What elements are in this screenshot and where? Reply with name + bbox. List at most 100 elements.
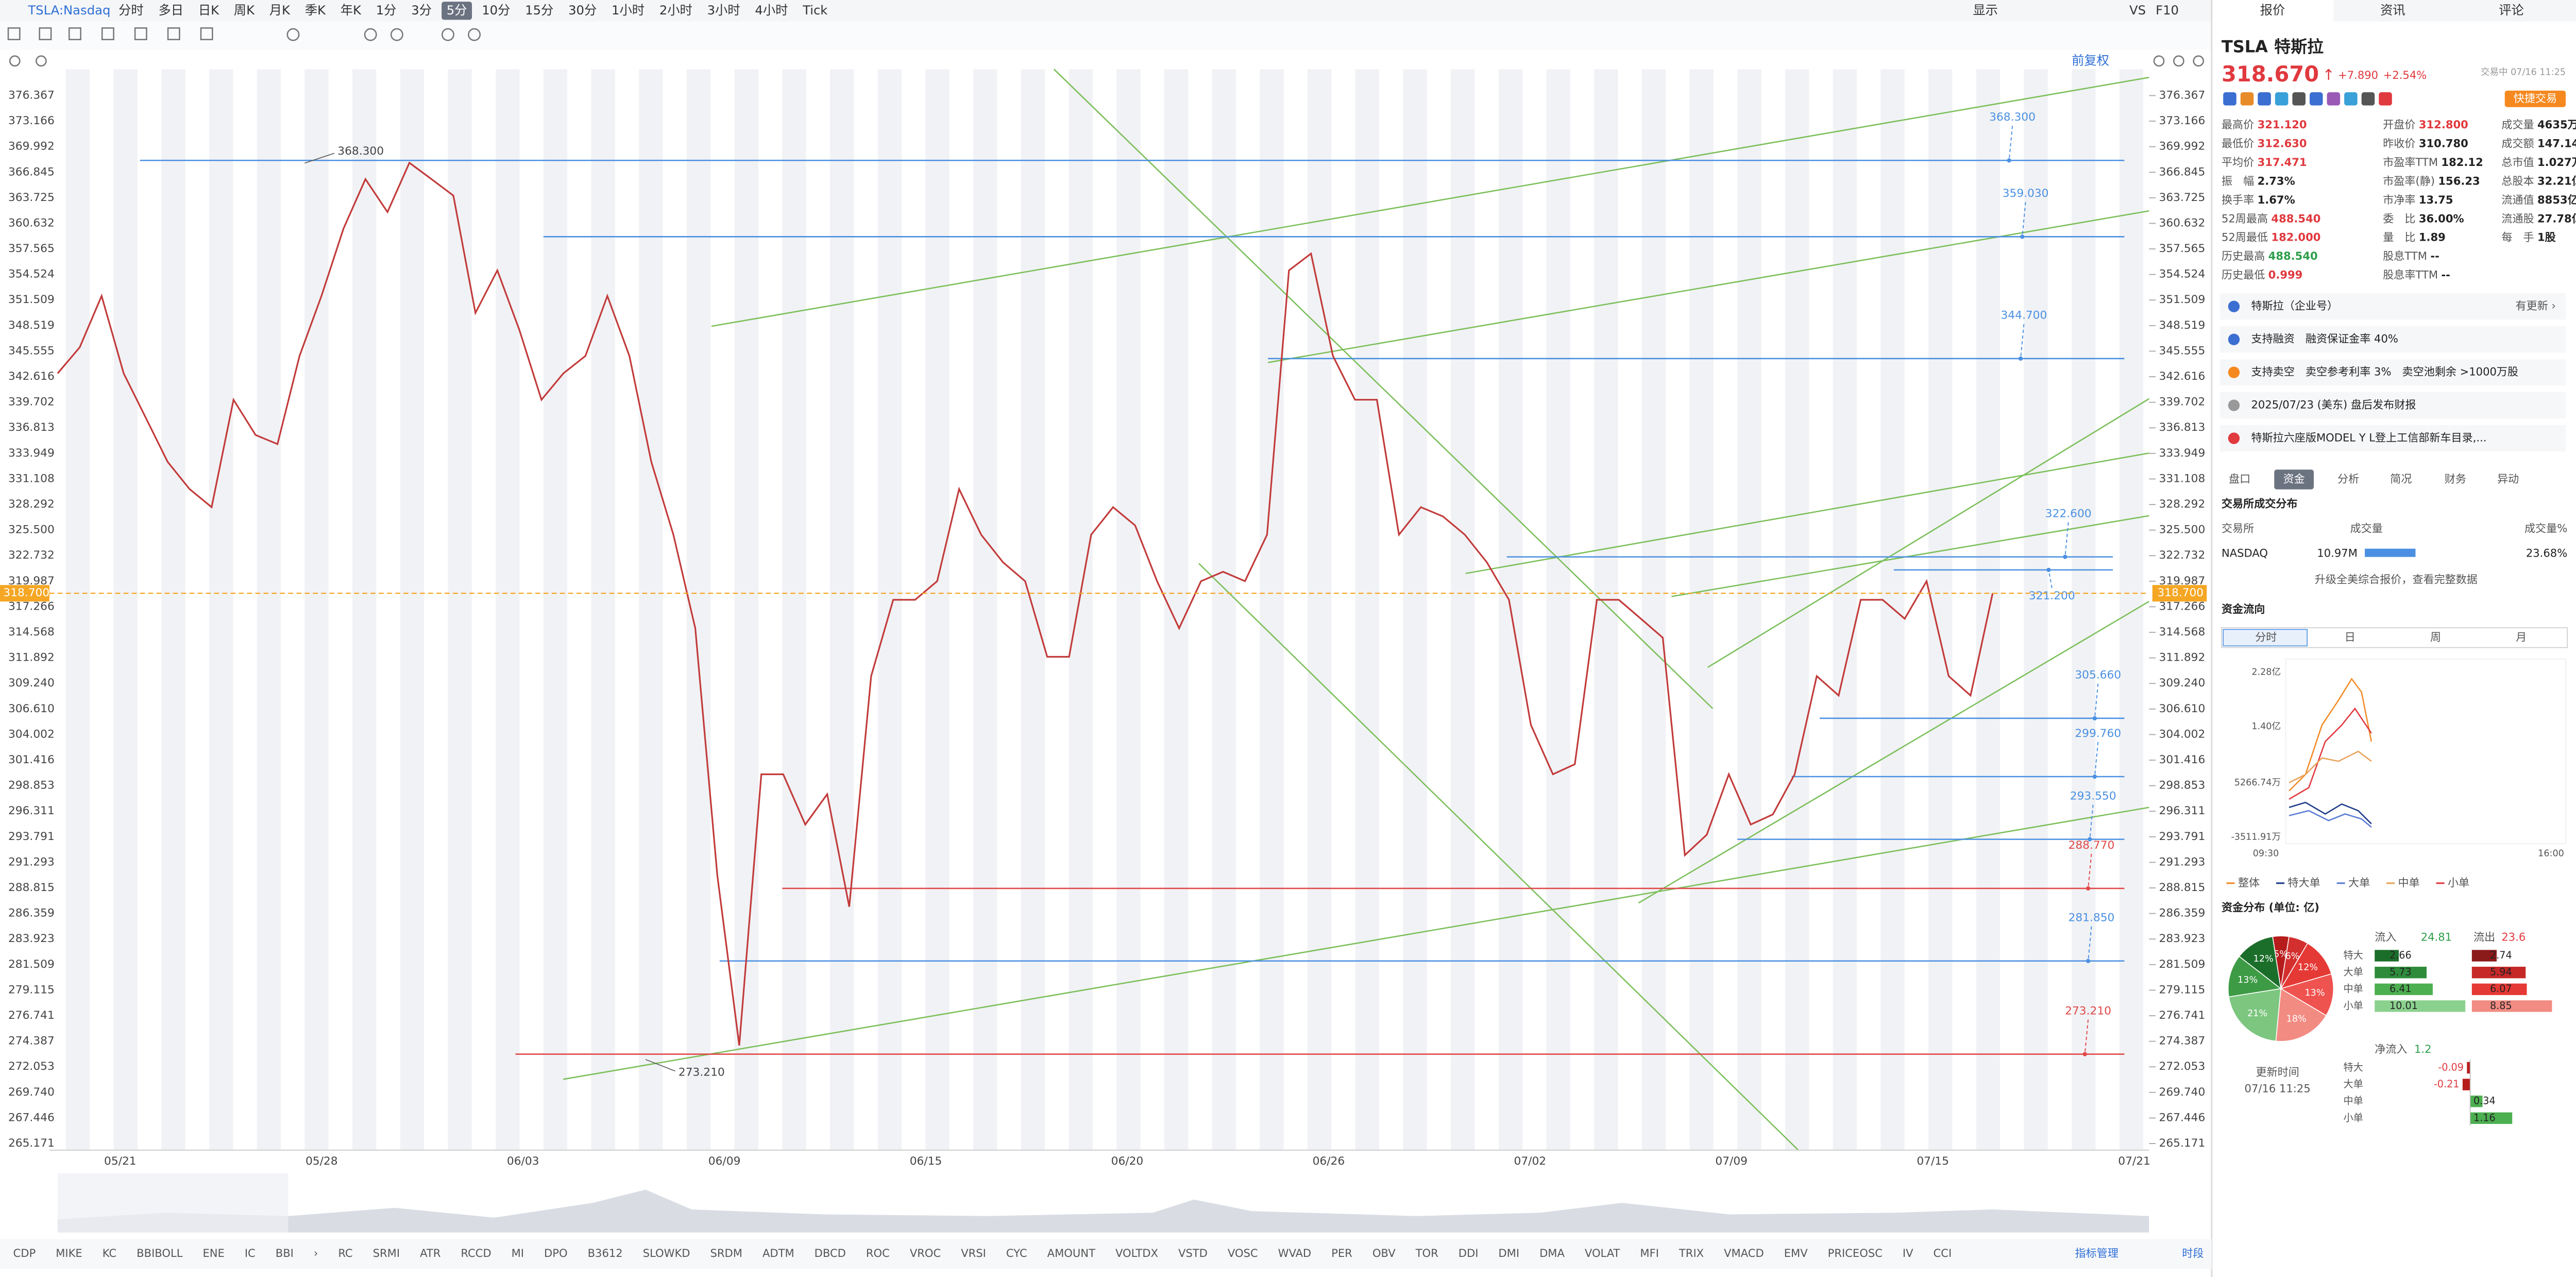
subtab[interactable]: 异动	[2497, 472, 2519, 485]
subtab[interactable]: 盘口	[2229, 472, 2250, 485]
indicator[interactable]: MI	[512, 1247, 524, 1259]
indicator-manage[interactable]: 指标管理	[2075, 1247, 2119, 1259]
indicator[interactable]: DPO	[544, 1247, 568, 1259]
dist-name: 小单	[2344, 1000, 2363, 1012]
indicator[interactable]: SLOWKD	[643, 1247, 690, 1259]
period[interactable]: 10分	[482, 3, 510, 18]
session-stripe	[1307, 69, 1332, 1150]
indicator[interactable]: ATR	[420, 1247, 441, 1259]
indicator[interactable]: RC	[338, 1247, 352, 1259]
level-connector	[2008, 126, 2013, 161]
notice[interactable]: 支持卖空 卖空参考利率 3% 卖空池剩余 >1000万股	[2251, 365, 2519, 378]
indicator[interactable]: DMI	[1498, 1247, 1519, 1259]
period[interactable]: 季K	[305, 3, 326, 18]
notice[interactable]: 支持融资 融资保证金率 40%	[2251, 332, 2398, 345]
quick-trade-btn[interactable]	[2504, 90, 2566, 107]
notice[interactable]: 特斯拉（企业号）	[2251, 299, 2338, 312]
period[interactable]: 日K	[198, 3, 219, 18]
indicator[interactable]: DBCD	[815, 1247, 846, 1259]
level-label: 305.660	[2075, 669, 2121, 682]
indicator[interactable]: RCCD	[461, 1247, 491, 1259]
indicator[interactable]: CYC	[1006, 1247, 1027, 1259]
indicator[interactable]: PER	[1331, 1247, 1352, 1259]
indicator[interactable]: VSTD	[1178, 1247, 1208, 1259]
indicator[interactable]: WVAD	[1278, 1247, 1312, 1259]
period[interactable]: 1小时	[612, 3, 645, 18]
indicator[interactable]: DMA	[1539, 1247, 1565, 1259]
indicator[interactable]: AMOUNT	[1047, 1247, 1095, 1259]
indicator[interactable]: IC	[245, 1247, 256, 1259]
panel-tab[interactable]: 评论	[2499, 3, 2524, 18]
upgrade-link[interactable]: 升级全美综合报价，查看完整数据	[2315, 573, 2478, 585]
indicator[interactable]: VOSC	[1228, 1247, 1258, 1259]
toolbar-right[interactable]: 显示	[1973, 3, 1998, 18]
period[interactable]: 30分	[568, 3, 597, 18]
indicator[interactable]: KC	[103, 1247, 116, 1259]
adjust-label[interactable]: 前复权	[2072, 53, 2109, 68]
legend-name: 大单	[2348, 876, 2370, 889]
period[interactable]: 月K	[269, 3, 291, 18]
subtab[interactable]: 分析	[2337, 472, 2359, 485]
indicator[interactable]: MFI	[1640, 1247, 1659, 1259]
level-label: 288.770	[2069, 839, 2115, 852]
period[interactable]: 多日	[158, 3, 183, 18]
session[interactable]: 时段	[2182, 1247, 2204, 1259]
indicator[interactable]: OBV	[1372, 1247, 1396, 1259]
quote-arrow: ↑	[2323, 66, 2335, 83]
indicator[interactable]: ADTM	[762, 1247, 794, 1259]
indicator[interactable]: CCI	[1934, 1247, 1952, 1259]
period[interactable]: 2小时	[659, 3, 692, 18]
indicator[interactable]: DDI	[1459, 1247, 1479, 1259]
subtab[interactable]: 简况	[2390, 472, 2412, 485]
flow-tab[interactable]: 日	[2345, 630, 2355, 643]
period[interactable]: 15分	[525, 3, 553, 18]
panel-tab[interactable]: 资讯	[2380, 3, 2405, 18]
indicator[interactable]: EMV	[1784, 1247, 1808, 1259]
indicator[interactable]: BBI	[276, 1247, 294, 1259]
indicator[interactable]: MIKE	[56, 1247, 82, 1259]
flow-tab[interactable]: 周	[2430, 630, 2441, 643]
y-tick-label: 286.359	[8, 907, 55, 920]
indicator[interactable]: VOLTDX	[1115, 1247, 1158, 1259]
flow-tab[interactable]: 月	[2516, 630, 2527, 643]
toolbar-right[interactable]: VS	[2129, 3, 2146, 18]
y-tick-label: 360.632	[8, 216, 55, 229]
stat-label: 昨收价	[2383, 137, 2415, 149]
subtab[interactable]: 资金	[2283, 472, 2305, 485]
period[interactable]: 分时	[118, 3, 144, 18]
session-stripe	[496, 69, 520, 1150]
notice[interactable]: 特斯拉六座版MODEL Y L登上工信部新车目录,...	[2251, 431, 2487, 444]
subtab[interactable]: 财务	[2445, 472, 2466, 485]
indicator[interactable]: TOR	[1415, 1247, 1438, 1259]
indicator[interactable]: VROC	[910, 1247, 941, 1259]
pie-slice	[2275, 988, 2327, 1042]
notice[interactable]: 2025/07/23 (美东) 盘后发布财报	[2251, 398, 2416, 411]
period[interactable]: 3小时	[707, 3, 740, 18]
period[interactable]: 周K	[234, 3, 255, 18]
indicator[interactable]: PRICEOSC	[1828, 1247, 1883, 1259]
session-stripe	[209, 69, 233, 1150]
period[interactable]: 3分	[411, 3, 432, 18]
indicator[interactable]: VMACD	[1724, 1247, 1764, 1259]
indicator[interactable]: ROC	[866, 1247, 890, 1259]
toolbar-right[interactable]: F10	[2156, 3, 2179, 18]
indicator[interactable]: VRSI	[961, 1247, 986, 1259]
indicator[interactable]: TRIX	[1679, 1247, 1704, 1259]
indicator[interactable]: VOLAT	[1585, 1247, 1620, 1259]
indicator[interactable]: SRDM	[710, 1247, 742, 1259]
indicator[interactable]: CDP	[13, 1247, 36, 1259]
indicator[interactable]: ENE	[202, 1247, 224, 1259]
period[interactable]: 4小时	[755, 3, 788, 18]
stat-value: --	[2441, 268, 2450, 281]
period[interactable]: 年K	[341, 3, 362, 18]
indicator[interactable]: B3612	[588, 1247, 623, 1259]
indicator[interactable]: SRMI	[373, 1247, 400, 1259]
period[interactable]: 1分	[376, 3, 397, 18]
panel-tab[interactable]: 报价	[2260, 3, 2285, 18]
flow-tab[interactable]: 分时	[2255, 630, 2277, 643]
period[interactable]: Tick	[802, 3, 827, 18]
indicator[interactable]: BBIBOLL	[137, 1247, 183, 1259]
indicator[interactable]: ›	[314, 1247, 318, 1259]
indicator[interactable]: IV	[1903, 1247, 1913, 1259]
period[interactable]: 5分	[447, 3, 467, 18]
